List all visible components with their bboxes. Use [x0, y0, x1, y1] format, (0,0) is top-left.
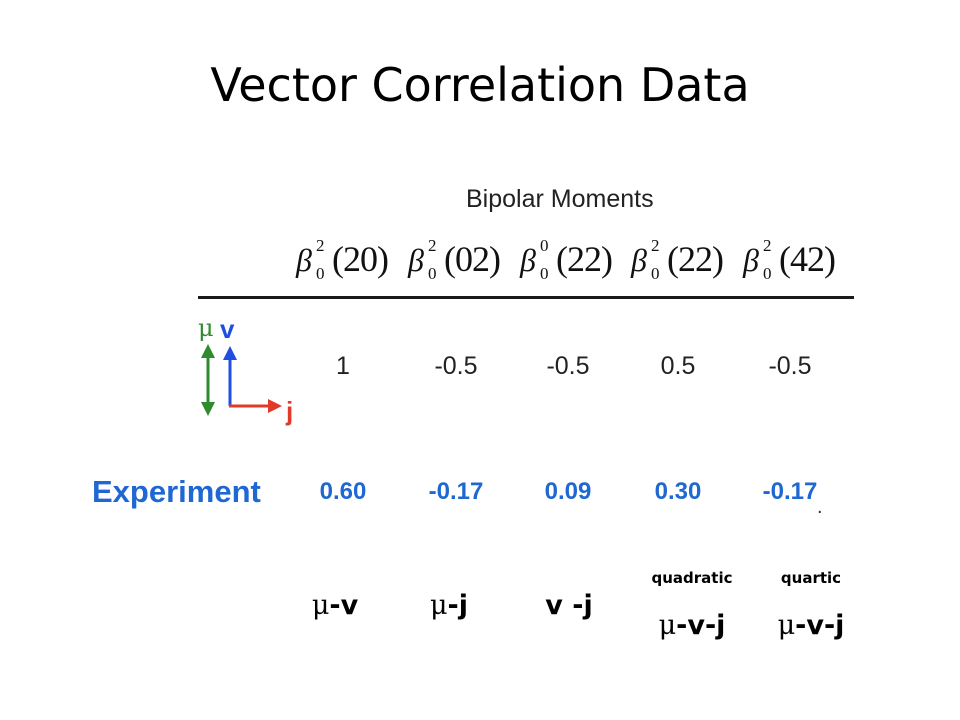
correlation-text: -v-j	[795, 610, 845, 641]
ideal-value-2: -0.5	[434, 352, 478, 380]
bipolar-moments-heading: Bipolar Moments	[466, 185, 654, 213]
experiment-value-3: 0.09	[544, 478, 592, 505]
mu-symbol: μ	[777, 610, 796, 641]
beta-subscript: 0	[651, 264, 660, 283]
beta-subscript: 0	[540, 264, 549, 283]
v-arrow	[223, 346, 237, 406]
correlation-text: -v-j	[676, 610, 726, 641]
moment-header-3: β 0 0 (22)	[516, 230, 626, 290]
correlation-mu-v: μ-v	[270, 590, 400, 621]
beta-argument: (02)	[444, 239, 501, 279]
trailing-mark: .	[817, 496, 823, 518]
beta-superscript: 2	[428, 236, 437, 255]
experiment-value-1: 0.60	[319, 478, 367, 505]
moment-header-2: β 2 0 (02)	[404, 230, 514, 290]
moment-header-5: β 2 0 (42)	[739, 230, 849, 290]
correlation-order-5: quartic	[780, 569, 842, 587]
experiment-value-5: -0.17	[762, 478, 818, 505]
experiment-value-2: -0.17	[428, 478, 484, 505]
mu-symbol: μ	[429, 590, 448, 621]
beta-symbol: β	[408, 242, 424, 278]
mu-label: μ	[198, 314, 214, 342]
vector-diagram: μ v j	[196, 314, 306, 431]
beta-subscript: 0	[763, 264, 772, 283]
beta-superscript: 2	[651, 236, 660, 255]
experiment-label: Experiment	[92, 474, 261, 509]
correlation-v-j: v -j	[504, 590, 634, 621]
moment-header-1: β 2 0 (20)	[292, 230, 402, 290]
ideal-value-1: 1	[336, 352, 350, 380]
correlation-text: -v	[329, 590, 359, 621]
beta-symbol: β	[631, 242, 647, 278]
beta-symbol: β	[296, 242, 312, 278]
beta-argument: (22)	[667, 239, 724, 279]
experiment-value-4: 0.30	[654, 478, 702, 505]
j-arrow	[229, 399, 282, 413]
correlation-mu-j: μ-j	[384, 590, 514, 621]
beta-subscript: 0	[316, 264, 325, 283]
beta-argument: (20)	[332, 239, 389, 279]
header-divider	[198, 296, 854, 299]
ideal-value-3: -0.5	[546, 352, 590, 380]
mu-symbol: μ	[311, 590, 330, 621]
beta-subscript: 0	[428, 264, 437, 283]
vector-arrows-figure: μ v j	[198, 314, 293, 426]
beta-argument: (22)	[556, 239, 613, 279]
j-label: j	[285, 396, 293, 426]
beta-symbol: β	[743, 242, 759, 278]
correlation-mu-v-j-quartic: μ-v-j	[746, 610, 876, 641]
correlation-order-4: quadratic	[651, 569, 733, 587]
correlation-text: -j	[447, 590, 469, 621]
correlation-text: v -j	[545, 590, 593, 621]
v-label: v	[220, 314, 235, 344]
moment-header-4: β 2 0 (22)	[627, 230, 737, 290]
mu-double-arrow	[201, 344, 215, 416]
mu-symbol: μ	[658, 610, 677, 641]
ideal-value-5: -0.5	[768, 352, 812, 380]
beta-superscript: 2	[763, 236, 772, 255]
beta-superscript: 0	[540, 236, 549, 255]
beta-symbol: β	[520, 242, 536, 278]
correlation-mu-v-j-quadratic: μ-v-j	[627, 610, 757, 641]
slide-title: Vector Correlation Data	[210, 58, 750, 112]
ideal-value-4: 0.5	[660, 352, 696, 380]
beta-superscript: 2	[316, 236, 325, 255]
beta-argument: (42)	[779, 239, 836, 279]
